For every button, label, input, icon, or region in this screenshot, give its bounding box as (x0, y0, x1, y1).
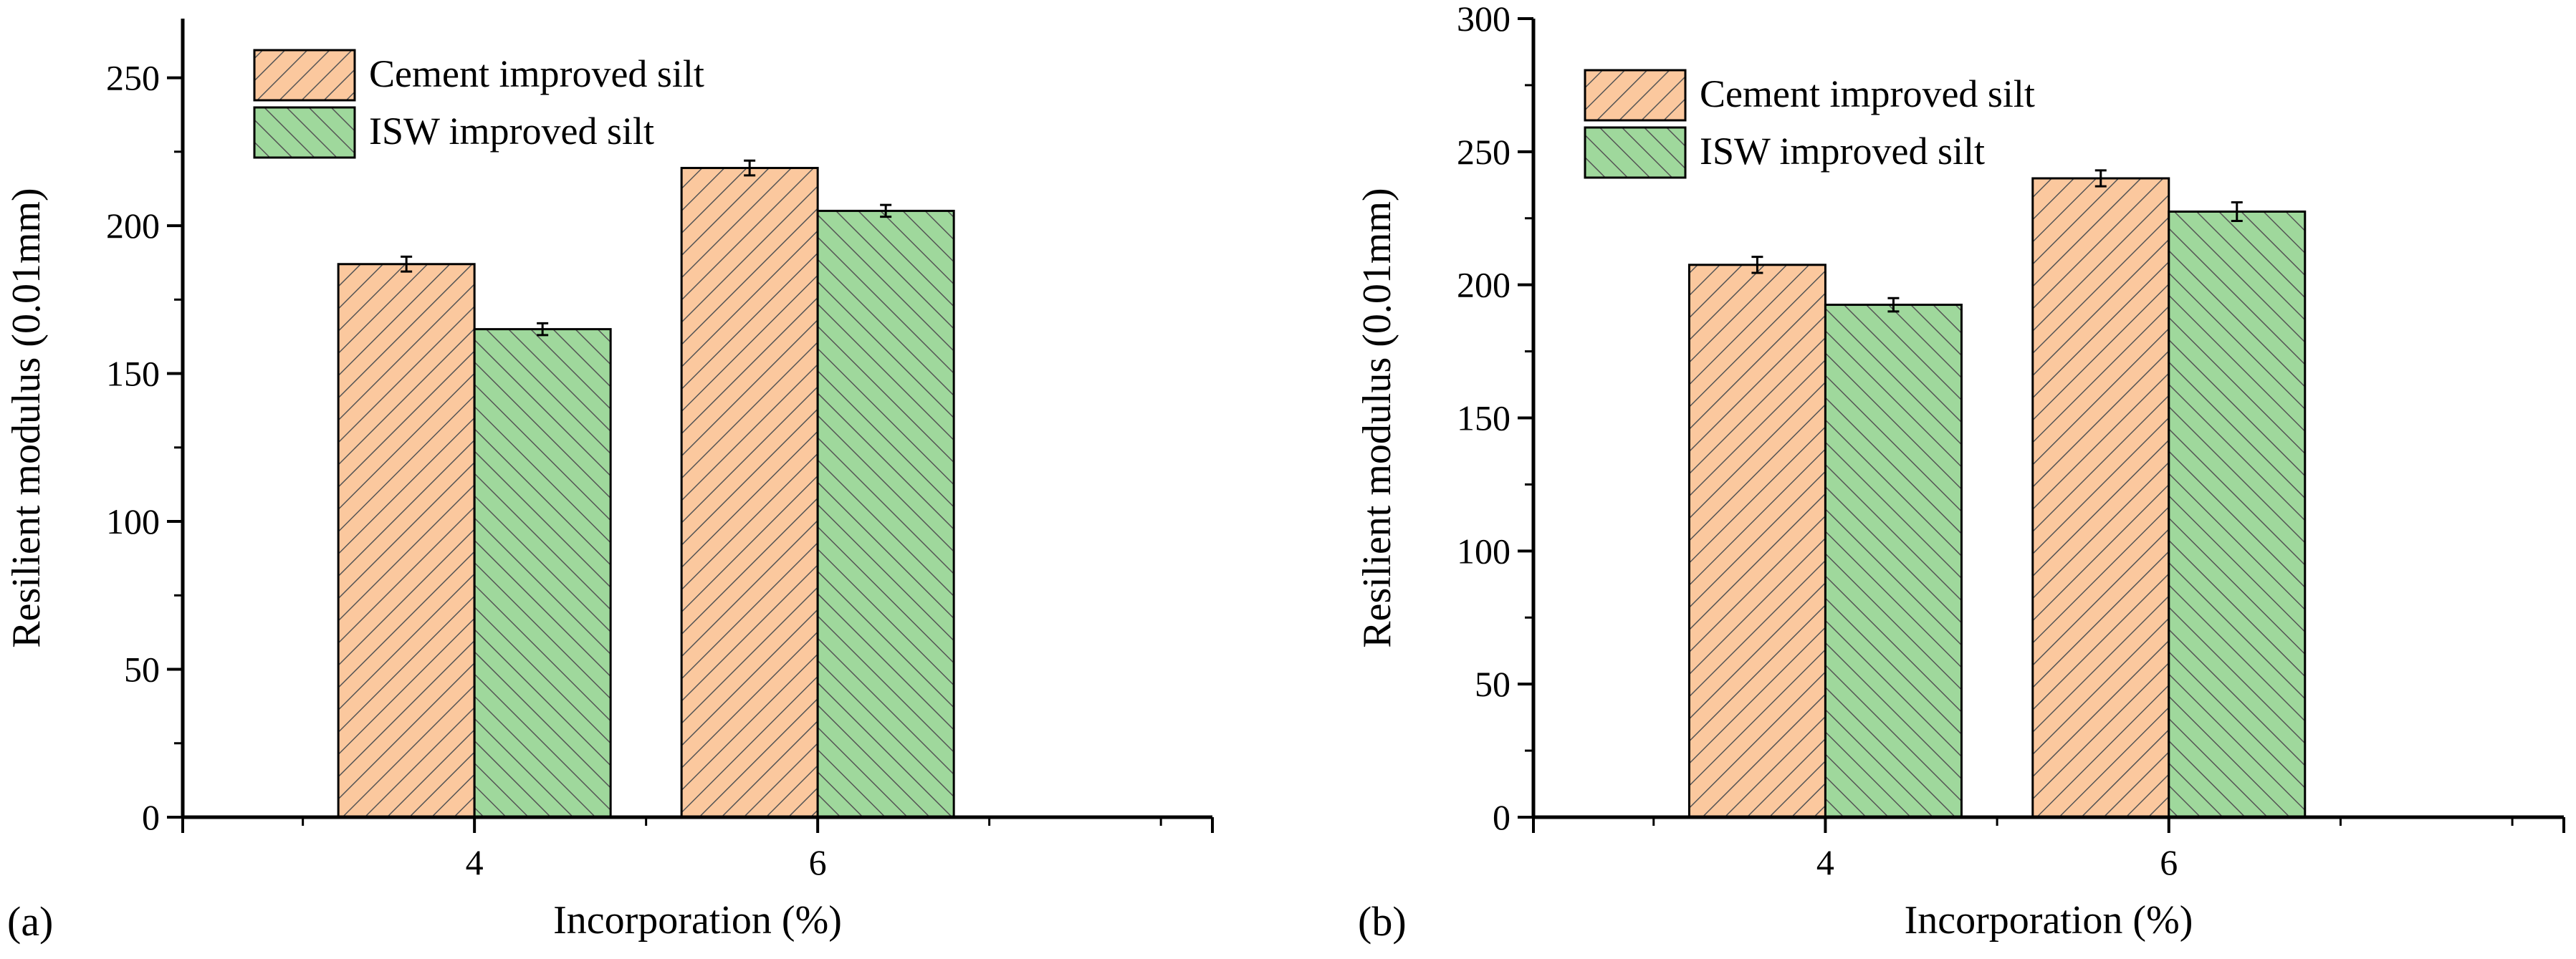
y-tick-label-50: 50 (124, 650, 160, 690)
legend-swatch-cement (253, 49, 356, 102)
bar-isw-6 (816, 209, 955, 819)
y-tick-label-300: 300 (1457, 0, 1510, 39)
bar-cement-4 (1687, 264, 1826, 819)
legend: Cement improved silt ISW improved silt (253, 49, 704, 159)
x-tick-label-4: 4 (1816, 842, 1834, 882)
y-tick-label-0: 0 (1493, 797, 1510, 837)
error-bar-cement-4 (401, 255, 413, 273)
panel-label: (a) (7, 898, 53, 945)
y-tick-label-150: 150 (1457, 398, 1510, 438)
y-tick-label-250: 250 (1457, 132, 1510, 172)
y-axis-title: Resilient modulus (0.01mm) (4, 188, 49, 647)
legend-swatch-cement (1584, 69, 1687, 122)
y-tick-label-100: 100 (1457, 531, 1510, 571)
error-bar-cement-4 (1751, 256, 1763, 274)
error-bar-isw-6 (2231, 201, 2243, 222)
x-tick-label-6: 6 (2160, 842, 2178, 882)
x-axis-title: Incorporation (%) (553, 898, 842, 943)
y-tick-label-50: 50 (1475, 664, 1510, 704)
bar-isw-4 (1824, 304, 1963, 819)
bar-cement-4 (337, 263, 476, 819)
bar-isw-6 (2168, 210, 2307, 819)
bar-isw-4 (473, 328, 612, 819)
chart-panel-a: 0 50 100 150 200 250 4 6 Incorporation (%) Resili… (4, 19, 1214, 945)
legend-label-cement: Cement improved silt (1700, 72, 2035, 115)
y-tick-label-150: 150 (106, 354, 160, 394)
legend-label-cement: Cement improved silt (369, 52, 704, 95)
x-axis-title: Incorporation (%) (1905, 898, 2193, 943)
y-tick-label-0: 0 (142, 797, 160, 837)
legend-swatch-isw (253, 106, 356, 159)
x-tick-label-4: 4 (466, 842, 484, 882)
y-tick-label-100: 100 (106, 501, 160, 541)
error-bar-cement-6 (2094, 169, 2107, 188)
legend-label-isw: ISW improved silt (369, 110, 654, 153)
y-axis-title: Resilient modulus (0.01mm) (1355, 188, 1399, 647)
panel-label: (b) (1358, 898, 1407, 945)
x-tick-label-6: 6 (809, 842, 827, 882)
y-tick-label-250: 250 (106, 58, 160, 98)
legend-swatch-isw (1584, 126, 1687, 179)
bar-cement-6 (680, 167, 819, 819)
error-bar-cement-6 (744, 159, 756, 177)
y-tick-label-200: 200 (106, 206, 160, 246)
error-bar-isw-6 (880, 203, 892, 218)
y-tick-label-200: 200 (1457, 265, 1510, 305)
bar-cement-6 (2031, 177, 2170, 819)
chart-panel-b: 0 50 100 150 200 250 300 4 6 Incorporation (%) Res… (1355, 0, 2565, 945)
legend-label-isw: ISW improved silt (1700, 130, 1985, 173)
error-bar-isw-4 (537, 322, 549, 337)
error-bar-isw-4 (1887, 297, 1900, 313)
legend: Cement improved silt ISW improved silt (1584, 69, 2035, 179)
